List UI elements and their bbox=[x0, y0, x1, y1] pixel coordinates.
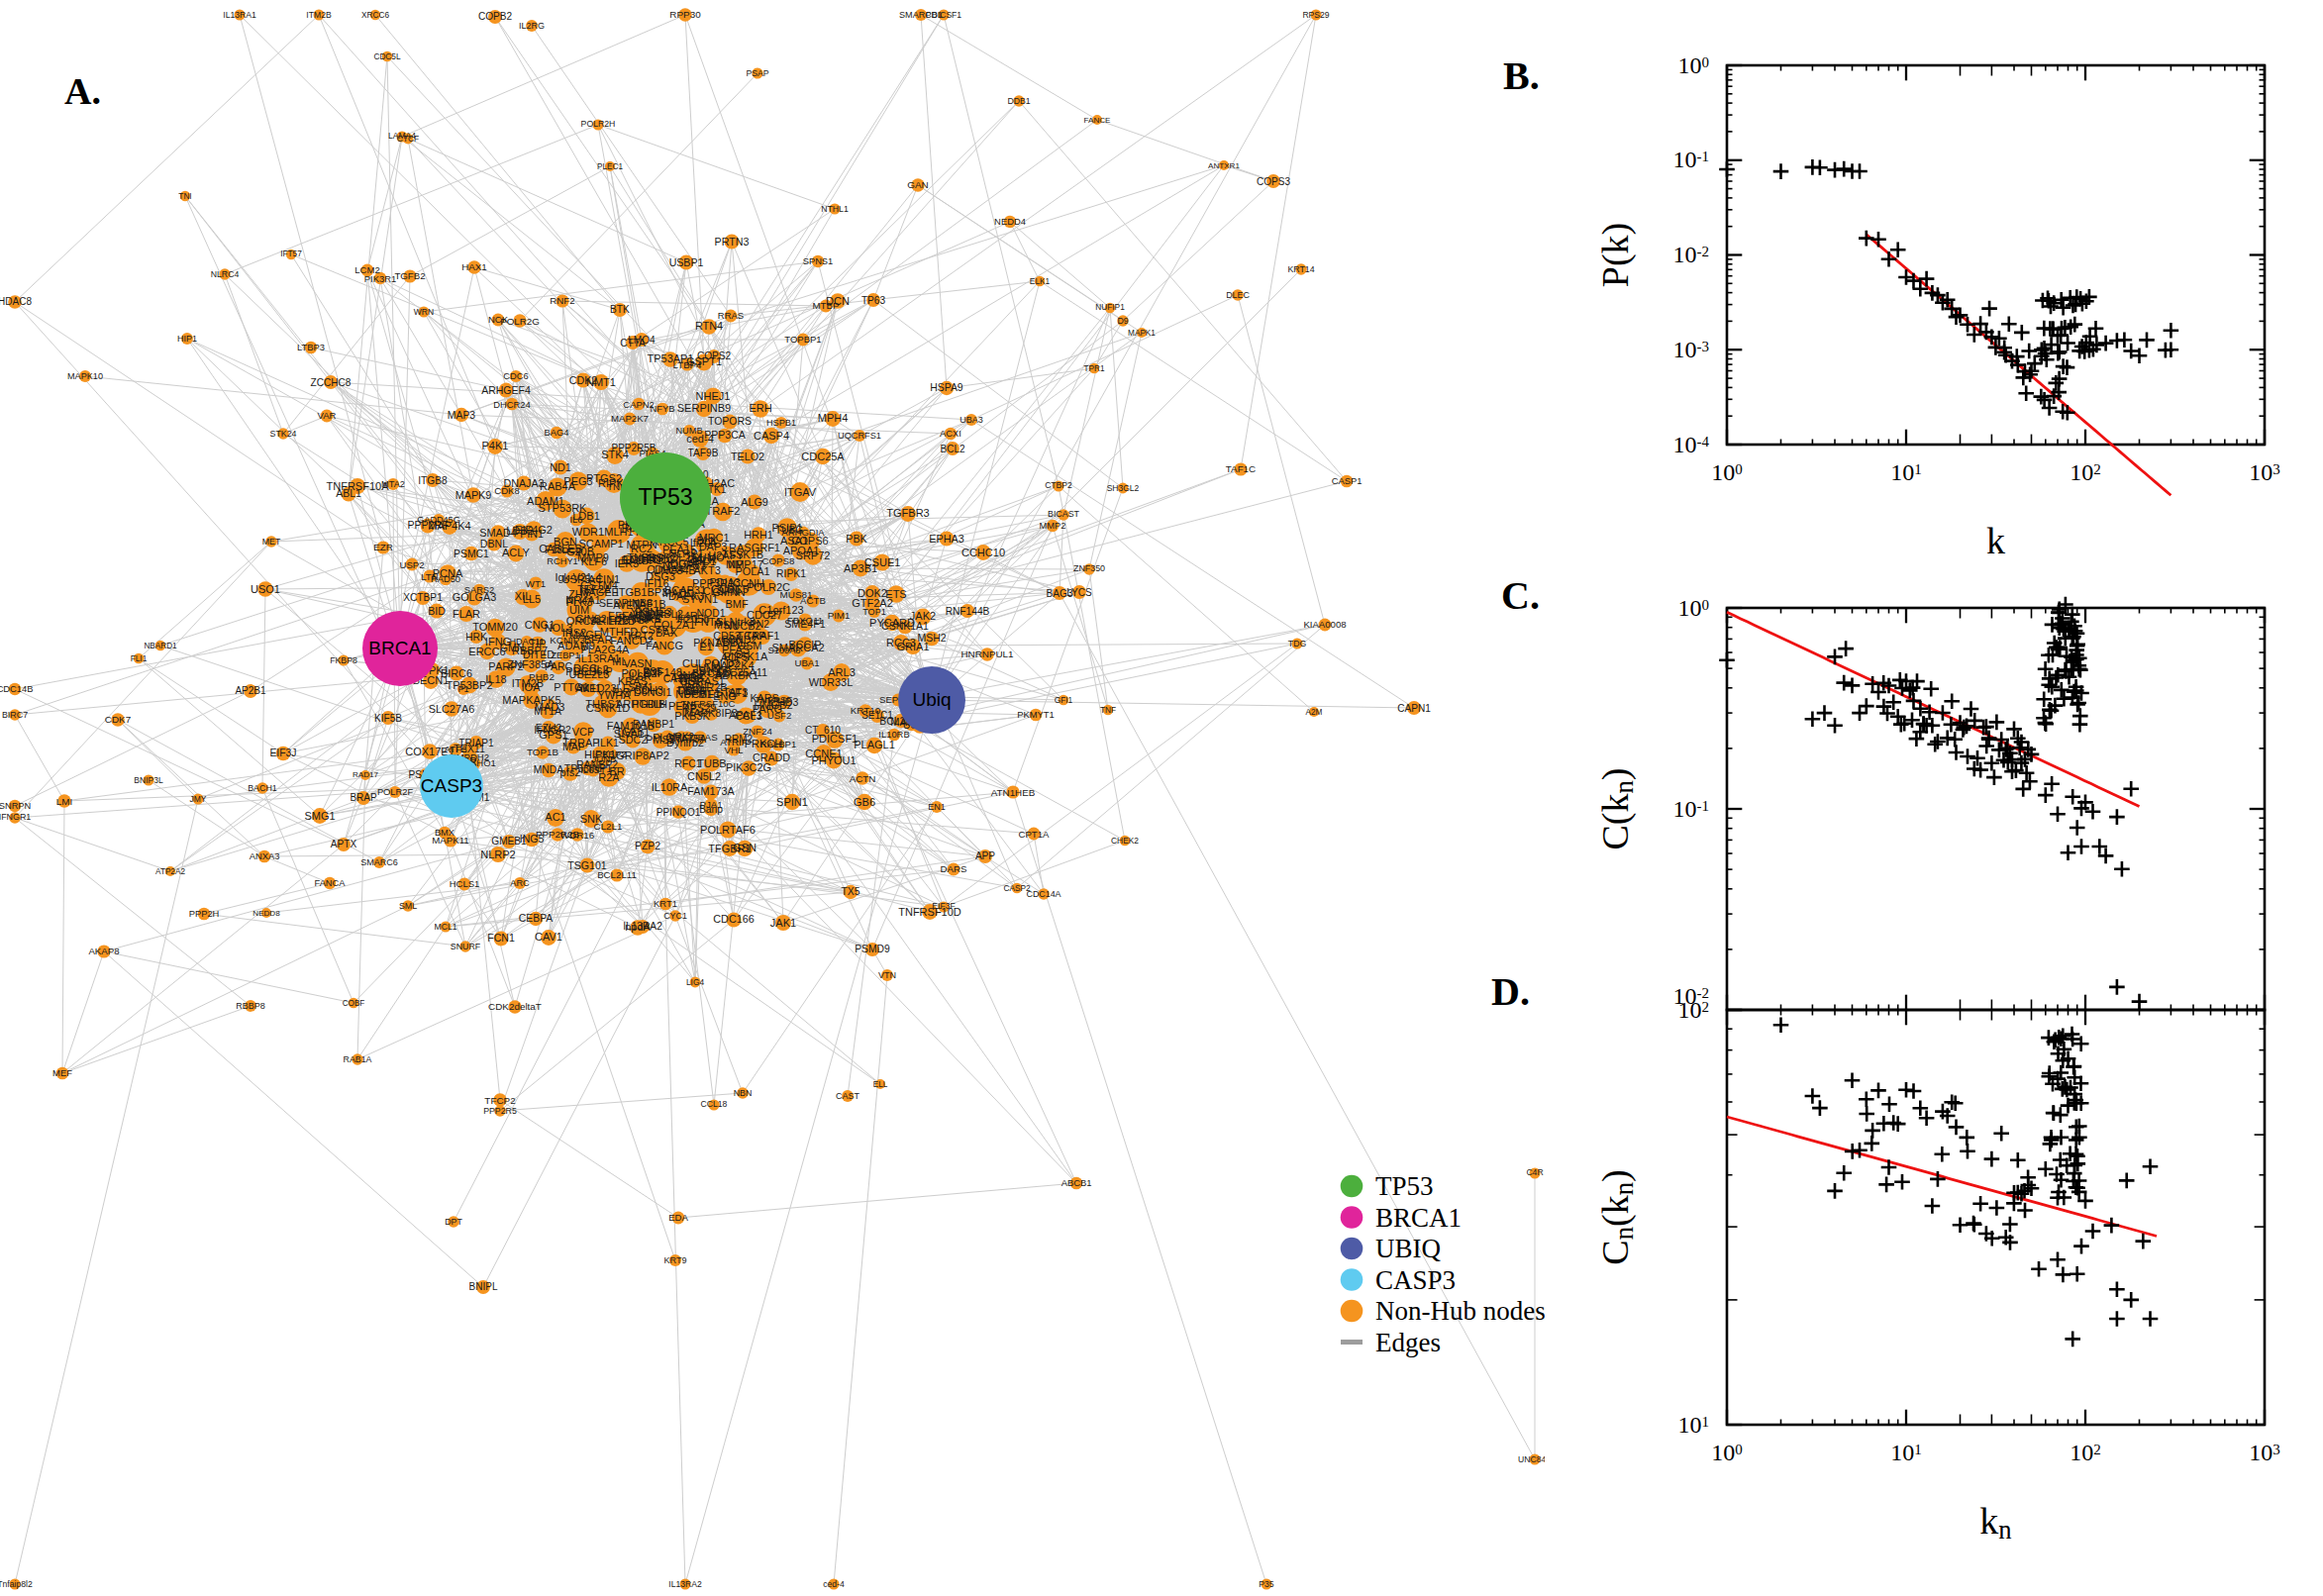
svg-text:10-2: 10-2 bbox=[1673, 242, 1710, 267]
svg-text:100: 100 bbox=[1678, 52, 1710, 78]
svg-text:101: 101 bbox=[1890, 1440, 1922, 1465]
svg-text:102: 102 bbox=[2070, 1440, 2101, 1465]
svg-text:P(k): P(k) bbox=[1594, 223, 1637, 287]
svg-text:kn: kn bbox=[1979, 1500, 2011, 1545]
svg-text:103: 103 bbox=[2249, 1440, 2280, 1465]
svg-text:10-4: 10-4 bbox=[1673, 432, 1710, 457]
svg-text:103: 103 bbox=[2249, 459, 2280, 485]
svg-text:D.: D. bbox=[1491, 969, 1530, 1014]
svg-text:B.: B. bbox=[1503, 53, 1540, 98]
svg-text:Cn(kn): Cn(kn) bbox=[1594, 1169, 1639, 1264]
svg-text:10-3: 10-3 bbox=[1673, 337, 1710, 362]
svg-text:C(kn): C(kn) bbox=[1594, 768, 1639, 850]
svg-text:102: 102 bbox=[2070, 459, 2101, 485]
svg-text:100: 100 bbox=[1711, 459, 1743, 485]
svg-text:101: 101 bbox=[1678, 1412, 1710, 1438]
svg-text:10-1: 10-1 bbox=[1673, 147, 1710, 172]
svg-text:C.: C. bbox=[1501, 573, 1540, 618]
svg-text:100: 100 bbox=[1711, 1440, 1743, 1465]
svg-text:102: 102 bbox=[1678, 997, 1710, 1023]
svg-text:10-1: 10-1 bbox=[1673, 796, 1710, 822]
svg-text:101: 101 bbox=[1890, 459, 1922, 485]
svg-text:k: k bbox=[1986, 520, 2005, 561]
svg-text:100: 100 bbox=[1678, 595, 1710, 621]
